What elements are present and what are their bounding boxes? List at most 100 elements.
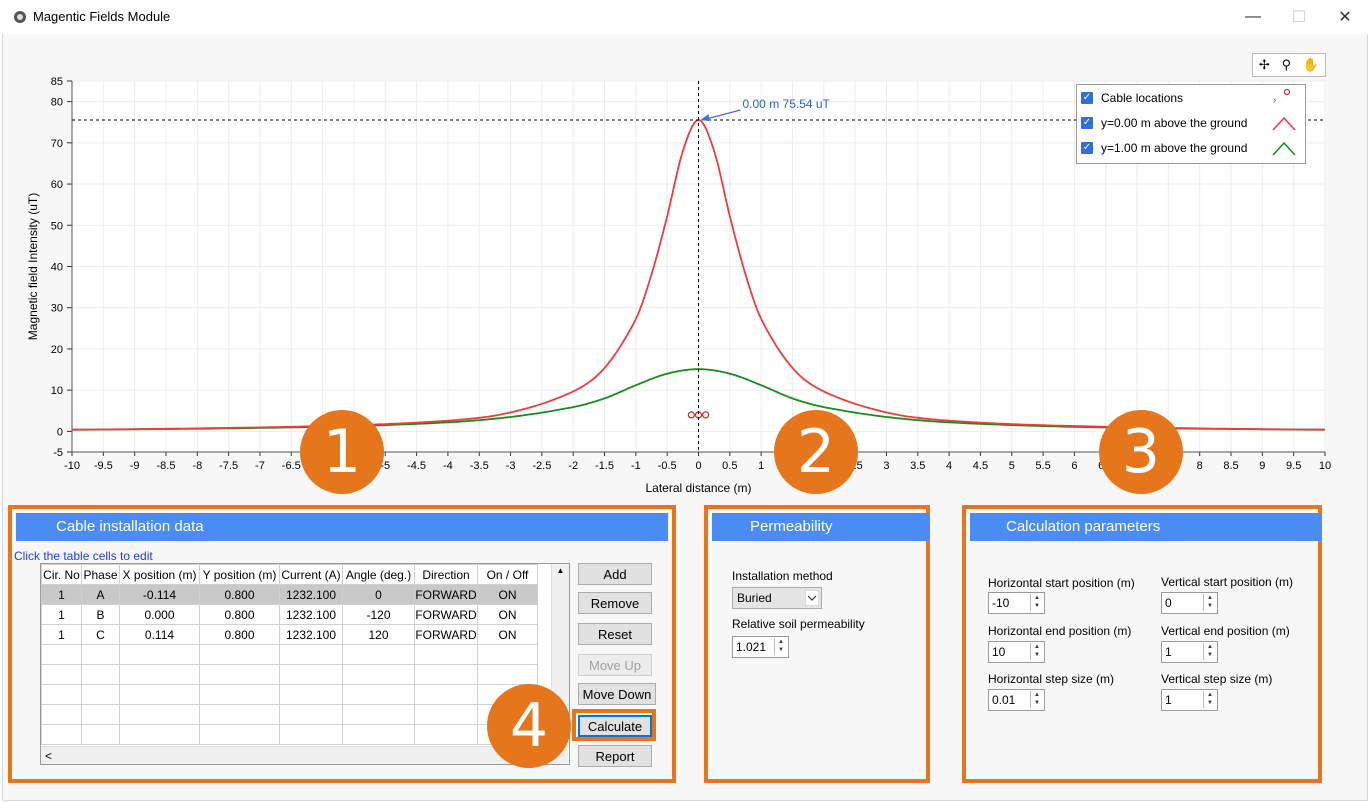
maximize-button: ☐ [1291, 9, 1307, 26]
table-cell[interactable]: FORWARD [414, 584, 478, 605]
legend-checkbox[interactable]: ✓ [1081, 117, 1093, 129]
col-header[interactable]: X position (m) [119, 564, 200, 585]
x-tick-label: 5 [1009, 460, 1015, 472]
table-cell[interactable]: FORWARD [414, 604, 478, 625]
legend-item-y1[interactable]: ✓ y=1.00 m above the ground [1081, 138, 1247, 158]
x-axis-label: Lateral distance (m) [645, 481, 751, 495]
close-button[interactable]: ✕ [1338, 9, 1352, 26]
scroll-up-icon[interactable]: ▲ [556, 566, 565, 575]
col-header[interactable]: Direction [414, 564, 478, 585]
stepper-arrows-icon[interactable]: ▲ ▼ [1030, 691, 1043, 708]
h-start-label: Horizontal start position (m) [988, 576, 1135, 590]
table-cell[interactable]: ON [477, 604, 538, 625]
table-row-empty[interactable] [41, 664, 538, 685]
legend-item-cable-locations[interactable]: ✓ Cable locations [1081, 88, 1183, 108]
h-step-stepper[interactable]: 0.01 ▲ ▼ [988, 689, 1045, 711]
move-down-button[interactable]: Move Down [578, 683, 656, 705]
stepper-arrows-icon[interactable]: ▲ ▼ [774, 638, 787, 655]
table-cell[interactable]: 1232.100 [279, 624, 343, 645]
x-tick-label: 8.5 [1223, 460, 1238, 472]
x-tick-label: -10 [64, 460, 80, 472]
add-button[interactable]: Add [578, 563, 652, 585]
stepper-arrows-icon[interactable]: ▲ ▼ [1203, 594, 1216, 611]
table-cell[interactable]: 0.114 [119, 624, 200, 645]
panel-title: Permeability [712, 513, 930, 541]
table-cell[interactable]: FORWARD [414, 624, 478, 645]
legend-checkbox[interactable]: ✓ [1081, 92, 1093, 104]
stepper-arrows-icon[interactable]: ▲ ▼ [1203, 691, 1216, 708]
v-end-stepper[interactable]: 1 ▲ ▼ [1161, 641, 1218, 663]
table-cell[interactable]: -120 [342, 604, 415, 625]
table-row-empty[interactable] [41, 704, 538, 725]
x-tick-label: -7.5 [219, 460, 238, 472]
soil-permeability-value: 1.021 [736, 640, 767, 654]
col-header[interactable]: Y position (m) [199, 564, 280, 585]
pan-hand-icon[interactable]: ✋ [1302, 57, 1320, 72]
table-row-empty[interactable] [41, 644, 538, 665]
scroll-left-icon[interactable]: < [45, 749, 53, 763]
table-cell[interactable]: 0.800 [199, 604, 280, 625]
calculate-highlight [572, 709, 656, 741]
col-header[interactable]: On / Off [477, 564, 538, 585]
table-cell[interactable]: -0.114 [119, 584, 200, 605]
table-cell[interactable]: ON [477, 624, 538, 645]
table-cell[interactable]: 0.800 [199, 584, 280, 605]
stepper-arrows-icon[interactable]: ▲ ▼ [1030, 643, 1043, 660]
table-cell[interactable]: A [81, 584, 120, 605]
soil-permeability-label: Relative soil permeability [732, 617, 865, 631]
table-row-empty[interactable] [41, 684, 538, 705]
reset-button[interactable]: Reset [578, 623, 652, 645]
cable-table[interactable]: Cir. No Phase X position (m) Y position … [40, 563, 570, 765]
col-header[interactable]: Angle (deg.) [342, 564, 415, 585]
table-row[interactable]: 1 B 0.000 0.800 1232.100 -120 FORWARD ON [41, 604, 538, 625]
stepper-arrows-icon[interactable]: ▲ ▼ [1203, 643, 1216, 660]
table-row-empty[interactable] [41, 724, 538, 745]
legend-checkbox[interactable]: ✓ [1081, 142, 1093, 154]
x-tick-label: -4 [443, 460, 453, 472]
table-row[interactable]: 1 C 0.114 0.800 1232.100 120 FORWARD ON [41, 624, 538, 645]
zoom-icon[interactable]: ✢ [1258, 57, 1270, 72]
x-tick-label: -6.5 [282, 460, 301, 472]
legend-swatch-green [1272, 141, 1296, 156]
y-tick-label: 50 [51, 220, 63, 232]
cable-location-point [687, 411, 695, 419]
search-zoom-icon[interactable]: ⚲ [1281, 57, 1292, 72]
horizontal-scrollbar[interactable]: < [41, 746, 568, 764]
soil-permeability-stepper[interactable]: 1.021 ▲ ▼ [732, 636, 789, 658]
title-bar: Magentic Fields Module — ☐ ✕ [0, 0, 1368, 34]
table-cell[interactable]: 1 [41, 624, 82, 645]
calculate-button[interactable]: Calculate [578, 715, 652, 737]
col-header[interactable]: Cir. No [41, 564, 82, 585]
table-cell[interactable]: 120 [342, 624, 415, 645]
minimize-button[interactable]: — [1245, 8, 1261, 25]
v-step-stepper[interactable]: 1 ▲ ▼ [1161, 689, 1218, 711]
table-cell[interactable]: 1 [41, 604, 82, 625]
x-tick-label: -9 [130, 460, 140, 472]
table-cell[interactable]: 0.800 [199, 624, 280, 645]
table-cell[interactable]: B [81, 604, 120, 625]
installation-method-select[interactable]: Buried [732, 587, 822, 609]
table-cell[interactable]: 0 [342, 584, 415, 605]
y-axis-label: Magnetic field Intensity (uT) [26, 193, 40, 340]
h-end-stepper[interactable]: 10 ▲ ▼ [988, 641, 1045, 663]
legend-item-y0[interactable]: ✓ y=0.00 m above the ground [1081, 113, 1247, 133]
legend-label: y=0.00 m above the ground [1101, 116, 1248, 130]
table-cell[interactable]: ON [477, 584, 538, 605]
remove-button[interactable]: Remove [578, 592, 652, 614]
table-cell[interactable]: 0.000 [119, 604, 200, 625]
y-tick-label: 70 [51, 138, 63, 150]
col-header[interactable]: Phase [81, 564, 120, 585]
table-cell[interactable]: C [81, 624, 120, 645]
x-tick-label: -3.5 [470, 460, 489, 472]
table-cell[interactable]: 1232.100 [279, 604, 343, 625]
table-cell[interactable]: 1 [41, 584, 82, 605]
stepper-arrows-icon[interactable]: ▲ ▼ [1030, 594, 1043, 611]
panel-title: Cable installation data [16, 513, 668, 541]
h-start-stepper[interactable]: -10 ▲ ▼ [988, 592, 1045, 614]
report-button[interactable]: Report [578, 745, 652, 767]
table-cell[interactable]: 1232.100 [279, 584, 343, 605]
v-start-stepper[interactable]: 0 ▲ ▼ [1161, 592, 1218, 614]
chart-legend: ✓ Cable locations ✓ y=0.00 m above the g… [1076, 84, 1306, 164]
table-row[interactable]: 1 A -0.114 0.800 1232.100 0 FORWARD ON [41, 584, 538, 605]
col-header[interactable]: Current (A) [279, 564, 343, 585]
